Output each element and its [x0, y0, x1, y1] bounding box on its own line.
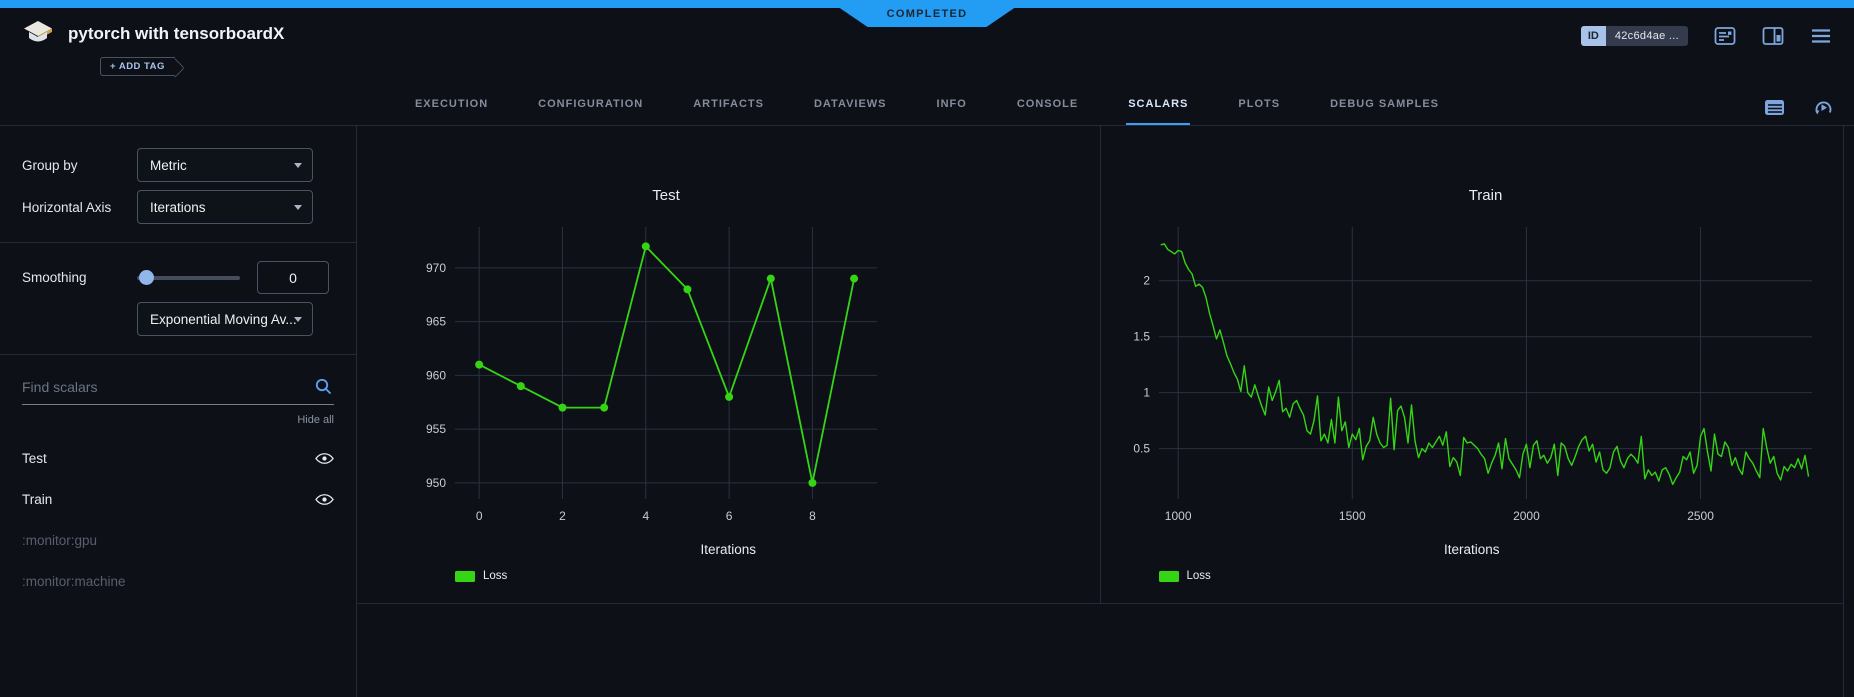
- slider-handle[interactable]: [139, 270, 154, 285]
- console-output-icon[interactable]: [1714, 26, 1736, 46]
- legend-label: Loss: [1187, 570, 1211, 582]
- svg-text:970: 970: [426, 261, 446, 275]
- id-label: ID: [1581, 26, 1606, 46]
- chart-title: Train: [1468, 187, 1502, 204]
- status-bar: COMPLETED: [0, 0, 1854, 8]
- test-chart[interactable]: 950 955 960 965 970 0 2 4 6 8 Test: [357, 126, 1095, 526]
- auto-refresh-icon[interactable]: [1813, 98, 1834, 117]
- metric-row-Test[interactable]: Test: [22, 438, 334, 479]
- divider: [0, 354, 356, 355]
- horizontal-axis-select[interactable]: Iterations: [137, 190, 313, 224]
- search-icon[interactable]: [315, 378, 332, 395]
- metric-row-monitorgpu[interactable]: :monitor:gpu: [22, 520, 334, 561]
- metric-label: Test: [22, 451, 47, 466]
- tab-scalars[interactable]: SCALARS: [1126, 98, 1190, 125]
- table-view-icon[interactable]: [1764, 98, 1785, 117]
- eye-icon[interactable]: [315, 493, 334, 506]
- svg-text:1: 1: [1143, 386, 1150, 400]
- svg-text:1000: 1000: [1164, 509, 1191, 523]
- tab-execution[interactable]: EXECUTION: [413, 98, 490, 125]
- tab-console[interactable]: CONSOLE: [1015, 98, 1080, 125]
- tab-bar: EXECUTION CONFIGURATION ARTIFACTS DATAVIEWS…: [0, 92, 1854, 126]
- tab-configuration[interactable]: CONFIGURATION: [536, 98, 645, 125]
- id-badge[interactable]: ID 42c6d4ae ...: [1581, 26, 1688, 46]
- svg-text:0: 0: [476, 509, 483, 523]
- legend[interactable]: Loss: [455, 570, 1100, 582]
- metric-list: Test Train :monitor:gpu :monitor:machine: [22, 438, 334, 602]
- tabs: EXECUTION CONFIGURATION ARTIFACTS DATAVIEWS…: [0, 98, 1854, 125]
- legend-swatch: [1159, 571, 1179, 582]
- scrollbar-gutter[interactable]: [1843, 126, 1854, 697]
- group-by-label: Group by: [22, 158, 137, 173]
- tab-dataviews[interactable]: DATAVIEWS: [812, 98, 889, 125]
- tab-artifacts[interactable]: ARTIFACTS: [691, 98, 766, 125]
- horizontal-axis-label: Horizontal Axis: [22, 200, 137, 215]
- chart-panel-test: 950 955 960 965 970 0 2 4 6 8 Test Iterations Loss: [357, 126, 1101, 603]
- hide-all-link[interactable]: Hide all: [22, 414, 334, 426]
- metric-row-Train[interactable]: Train: [22, 479, 334, 520]
- metric-row-monitormachine[interactable]: :monitor:machine: [22, 561, 334, 602]
- chart-title: Test: [652, 187, 680, 204]
- svg-text:2500: 2500: [1687, 509, 1714, 523]
- add-tag-button[interactable]: + ADD TAG: [100, 57, 175, 76]
- svg-text:6: 6: [726, 509, 733, 523]
- divider: [0, 242, 356, 243]
- svg-text:8: 8: [809, 509, 816, 523]
- smoothing-value-input[interactable]: [257, 261, 329, 294]
- svg-text:2: 2: [1143, 274, 1150, 288]
- smoothing-slider[interactable]: [137, 270, 240, 285]
- experiment-icon: [22, 20, 54, 48]
- svg-text:1500: 1500: [1338, 509, 1365, 523]
- svg-text:955: 955: [426, 422, 446, 436]
- legend-swatch: [455, 571, 475, 582]
- svg-text:4: 4: [642, 509, 649, 523]
- page-title: pytorch with tensorboardX: [68, 24, 284, 44]
- svg-text:2000: 2000: [1513, 509, 1540, 523]
- search-input[interactable]: [22, 373, 334, 405]
- id-value: 42c6d4ae ...: [1606, 26, 1688, 46]
- svg-text:0.5: 0.5: [1133, 442, 1150, 456]
- tab-info[interactable]: INFO: [935, 98, 969, 125]
- smoothing-label: Smoothing: [22, 270, 137, 285]
- tab-plots[interactable]: PLOTS: [1236, 98, 1282, 125]
- tab-debug-samples[interactable]: DEBUG SAMPLES: [1328, 98, 1441, 125]
- legend[interactable]: Loss: [1159, 570, 1844, 582]
- group-by-select[interactable]: Metric: [137, 148, 313, 182]
- svg-text:960: 960: [426, 368, 446, 382]
- eye-icon[interactable]: [315, 452, 334, 465]
- legend-label: Loss: [483, 570, 507, 582]
- split-view-icon[interactable]: [1762, 26, 1784, 46]
- svg-text:1.5: 1.5: [1133, 330, 1150, 344]
- metric-label: :monitor:gpu: [22, 533, 97, 548]
- metric-label: Train: [22, 492, 52, 507]
- x-axis-label: Iterations: [1101, 542, 1844, 557]
- smoothing-type-select[interactable]: Exponential Moving Av...: [137, 302, 313, 336]
- train-chart[interactable]: 0.5 1 1.5 2 1000 1500 2000 2500 Train: [1101, 126, 1841, 526]
- scalars-sidebar: Group by Metric Horizontal Axis Iteratio…: [0, 126, 357, 697]
- svg-text:950: 950: [426, 476, 446, 490]
- menu-icon[interactable]: [1810, 26, 1832, 46]
- charts-area: 950 955 960 965 970 0 2 4 6 8 Test Iterations Loss…: [357, 126, 1843, 697]
- x-axis-label: Iterations: [357, 542, 1100, 557]
- chart-panel-train: 0.5 1 1.5 2 1000 1500 2000 2500 Train Iterations…: [1101, 126, 1844, 603]
- svg-text:2: 2: [559, 509, 566, 523]
- metric-label: :monitor:machine: [22, 574, 126, 589]
- svg-text:965: 965: [426, 315, 446, 329]
